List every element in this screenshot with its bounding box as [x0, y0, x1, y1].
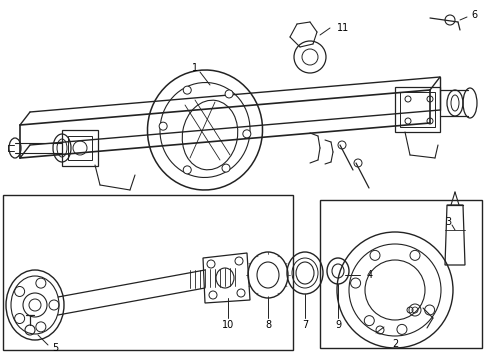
Text: 3: 3 — [444, 217, 450, 227]
Circle shape — [224, 90, 233, 98]
Text: 9: 9 — [334, 320, 340, 330]
Bar — [394, 87, 439, 132]
Circle shape — [222, 164, 229, 172]
Text: 11: 11 — [336, 23, 348, 33]
Text: 7: 7 — [301, 320, 307, 330]
Text: 1: 1 — [192, 63, 198, 73]
Bar — [68, 136, 92, 160]
Bar — [319, 200, 481, 348]
Text: 4: 4 — [366, 270, 372, 280]
Circle shape — [159, 122, 167, 130]
Text: 5: 5 — [52, 343, 58, 353]
Circle shape — [243, 130, 250, 138]
Text: 6: 6 — [470, 10, 476, 20]
Text: 2: 2 — [391, 339, 397, 349]
Text: 8: 8 — [264, 320, 270, 330]
Bar — [3, 195, 292, 350]
Circle shape — [183, 166, 191, 174]
Circle shape — [183, 86, 191, 94]
Text: 10: 10 — [222, 320, 234, 330]
Bar — [399, 92, 434, 127]
Bar — [62, 130, 98, 166]
